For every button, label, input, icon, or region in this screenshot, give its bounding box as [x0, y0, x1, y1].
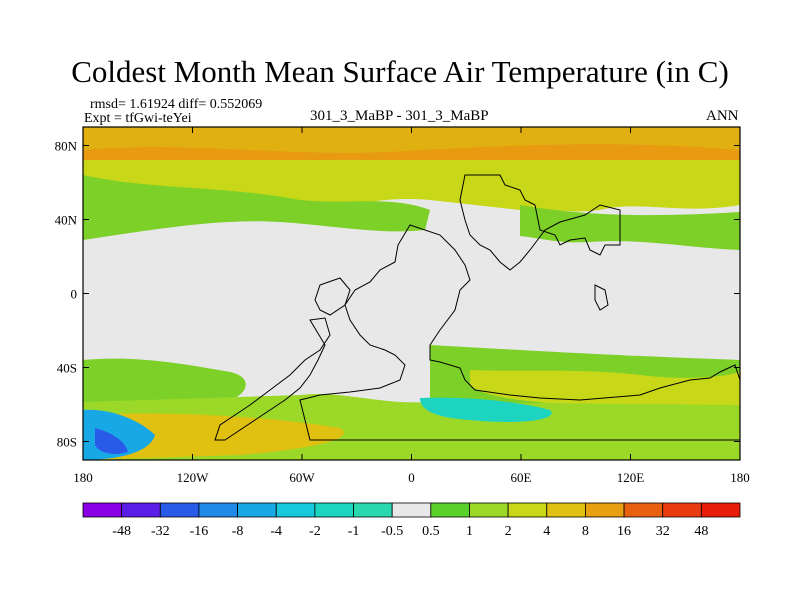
axis-ticks: 180 120W 60W 0 60E 120E 180 80N 40N 0 40S 80S	[55, 127, 750, 485]
colorbar-label: -16	[190, 524, 209, 539]
colorbar-swatch	[546, 502, 586, 518]
coastline-island-b	[594, 284, 609, 311]
coastline-island-a	[314, 277, 351, 316]
experiment-difference-label: 301_3_MaBP - 301_3_MaBP	[310, 108, 489, 124]
y-tick-label: 40S	[57, 361, 77, 376]
season-label: ANN	[706, 108, 739, 124]
continent-outlines	[214, 174, 741, 441]
colorbar-swatch	[237, 502, 277, 518]
south-hot-patch-west	[83, 413, 344, 460]
south-coldest-patch	[95, 428, 128, 454]
x-tick-label: 60W	[289, 470, 315, 485]
x-tick-label: 120E	[617, 470, 645, 485]
colorbar-label: 4	[543, 524, 550, 539]
colorbar-label: -2	[309, 524, 321, 539]
colorbar-swatch	[314, 502, 354, 518]
colorbar-label: 16	[617, 524, 631, 539]
stats-line-rmsd-diff: rmsd= 1.61924 diff= 0.552069	[90, 97, 263, 112]
north-mild-zone-east	[520, 205, 740, 250]
north-mild-zone-west	[83, 175, 430, 240]
south-warm-patch-east	[470, 370, 740, 408]
stats-line-expt: Expt = tfGwi-teYei	[84, 111, 192, 126]
colorbar-swatch	[121, 502, 161, 518]
coastline-americas	[214, 317, 331, 441]
colorbar-label: 1	[466, 524, 473, 539]
x-tick-label: 60E	[511, 470, 532, 485]
colorbar-swatch	[507, 502, 548, 518]
colorbar-swatch	[430, 502, 470, 518]
colorbar-label: -4	[270, 524, 282, 539]
colorbar-swatch	[662, 502, 702, 518]
colorbar-label: 8	[582, 524, 589, 539]
colorbar-swatch	[700, 502, 741, 518]
y-tick-label: 0	[71, 287, 78, 302]
south-mild-zone-west	[83, 358, 246, 403]
colorbar-label: -0.5	[381, 524, 403, 539]
colorbar-label: -1	[348, 524, 360, 539]
colorbar-swatch	[82, 502, 123, 518]
colorbar-swatch	[623, 502, 664, 518]
colorbar-swatch	[159, 502, 200, 518]
colorbar-swatch	[275, 502, 316, 518]
colorbar-swatch	[469, 502, 509, 518]
chart-title: Coldest Month Mean Surface Air Temperatu…	[71, 54, 729, 89]
coastline-africa-antarctica	[299, 224, 741, 441]
x-tick-label: 180	[730, 470, 750, 485]
colorbar-label: -32	[151, 524, 170, 539]
coastline-eurasia	[459, 174, 621, 271]
y-tick-label: 80S	[57, 435, 77, 450]
colorbar-label: 2	[505, 524, 512, 539]
colorbar: -48 -32 -16 -8 -4 -2 -1 -0.5 0.5 1 2 4 8 16 32 48	[82, 502, 741, 539]
colorbar-label: -48	[112, 524, 131, 539]
colorbar-swatch	[353, 502, 393, 518]
x-tick-label: 0	[408, 470, 415, 485]
south-cool-patch	[420, 397, 552, 422]
x-tick-label: 180	[73, 470, 93, 485]
y-tick-label: 80N	[55, 139, 78, 154]
colorbar-label: 0.5	[422, 524, 440, 539]
colorbar-label: -8	[232, 524, 244, 539]
colorbar-swatch	[391, 502, 432, 518]
colorbar-swatch	[585, 502, 625, 518]
temperature-field	[83, 127, 740, 460]
x-tick-label: 120W	[177, 470, 210, 485]
colorbar-swatch	[198, 502, 238, 518]
y-tick-label: 40N	[55, 213, 78, 228]
colorbar-label: 32	[656, 524, 670, 539]
colorbar-label: 48	[694, 524, 708, 539]
